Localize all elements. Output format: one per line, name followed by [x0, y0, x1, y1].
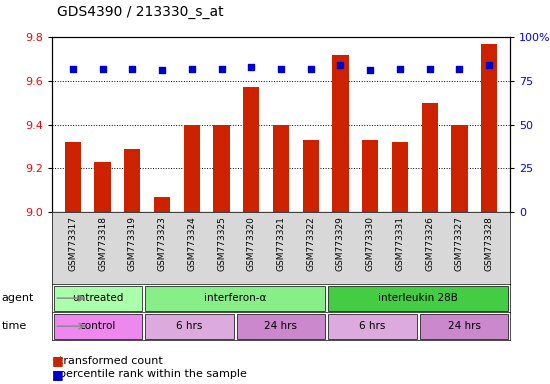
Text: ■: ■ [52, 354, 64, 367]
Bar [145, 314, 234, 339]
Point [128, 66, 137, 72]
Bar [302, 140, 319, 212]
Text: GSM773327: GSM773327 [455, 216, 464, 271]
Text: agent: agent [2, 293, 34, 303]
Point [98, 66, 107, 72]
Point [395, 66, 404, 72]
Text: percentile rank within the sample: percentile rank within the sample [52, 369, 247, 379]
Text: GSM773317: GSM773317 [68, 216, 78, 271]
Text: interleukin 28B: interleukin 28B [378, 293, 458, 303]
Text: 24 hrs: 24 hrs [265, 321, 298, 331]
Bar [273, 125, 289, 212]
Bar [328, 314, 417, 339]
Text: GSM773321: GSM773321 [277, 216, 285, 271]
Point [306, 66, 315, 72]
Bar [236, 314, 325, 339]
Point [68, 66, 77, 72]
Point [455, 66, 464, 72]
Text: transformed count: transformed count [52, 356, 163, 366]
Bar [392, 142, 408, 212]
Bar [328, 286, 508, 311]
Point [188, 66, 196, 72]
Text: interferon-α: interferon-α [204, 293, 266, 303]
Bar [145, 286, 325, 311]
Bar [332, 55, 349, 212]
Bar [420, 314, 508, 339]
Text: 24 hrs: 24 hrs [448, 321, 481, 331]
Bar [53, 314, 142, 339]
Text: GDS4390 / 213330_s_at: GDS4390 / 213330_s_at [58, 5, 224, 19]
Point [485, 62, 493, 68]
Bar [421, 103, 438, 212]
Point [217, 66, 226, 72]
Text: GSM773318: GSM773318 [98, 216, 107, 271]
Bar [481, 44, 497, 212]
Bar [154, 197, 170, 212]
Point [277, 66, 285, 72]
Point [158, 67, 167, 73]
Text: GSM773320: GSM773320 [247, 216, 256, 271]
Text: GSM773325: GSM773325 [217, 216, 226, 271]
Text: GSM773329: GSM773329 [336, 216, 345, 271]
Text: GSM773323: GSM773323 [157, 216, 167, 271]
Bar [243, 88, 260, 212]
Point [425, 66, 434, 72]
Text: untreated: untreated [72, 293, 124, 303]
Text: GSM773326: GSM773326 [425, 216, 434, 271]
Text: GSM773322: GSM773322 [306, 216, 315, 270]
Text: 6 hrs: 6 hrs [359, 321, 386, 331]
Bar [184, 125, 200, 212]
Point [336, 62, 345, 68]
Text: GSM773324: GSM773324 [188, 216, 196, 270]
Bar [213, 125, 230, 212]
Bar [53, 286, 142, 311]
Bar [124, 149, 140, 212]
Text: ■: ■ [52, 368, 64, 381]
Bar [362, 140, 378, 212]
Bar [65, 142, 81, 212]
Text: GSM773328: GSM773328 [485, 216, 494, 271]
Point [247, 64, 256, 70]
Text: GSM773331: GSM773331 [395, 216, 404, 271]
Point [366, 67, 375, 73]
Bar [95, 162, 111, 212]
Text: time: time [2, 321, 27, 331]
Bar [451, 125, 468, 212]
Text: GSM773330: GSM773330 [366, 216, 375, 271]
Text: 6 hrs: 6 hrs [176, 321, 202, 331]
Text: GSM773319: GSM773319 [128, 216, 137, 271]
Text: control: control [80, 321, 116, 331]
